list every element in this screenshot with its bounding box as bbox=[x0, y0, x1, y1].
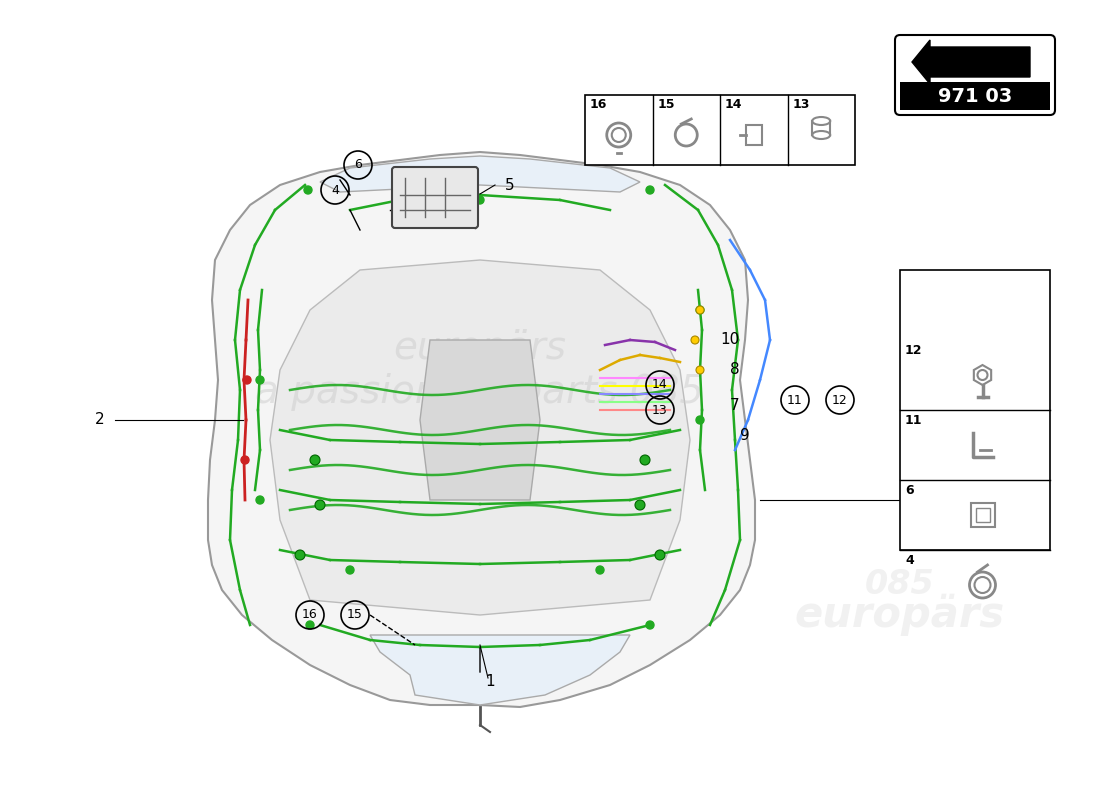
Circle shape bbox=[241, 456, 249, 464]
Circle shape bbox=[243, 376, 251, 384]
Polygon shape bbox=[420, 340, 540, 500]
Circle shape bbox=[596, 566, 604, 574]
Circle shape bbox=[346, 566, 354, 574]
Circle shape bbox=[696, 416, 704, 424]
Circle shape bbox=[691, 336, 698, 344]
Text: 1: 1 bbox=[485, 674, 495, 690]
Text: 7: 7 bbox=[730, 398, 740, 413]
Text: 13: 13 bbox=[652, 403, 668, 417]
Text: europärs
a passion for parts 085: europärs a passion for parts 085 bbox=[255, 329, 705, 411]
Text: 3: 3 bbox=[931, 493, 939, 507]
Circle shape bbox=[696, 306, 704, 314]
Text: 12: 12 bbox=[905, 343, 923, 357]
Text: 15: 15 bbox=[348, 609, 363, 622]
Circle shape bbox=[306, 621, 313, 629]
Circle shape bbox=[635, 500, 645, 510]
Circle shape bbox=[654, 550, 666, 560]
Text: 14: 14 bbox=[725, 98, 742, 111]
Circle shape bbox=[256, 376, 264, 384]
Circle shape bbox=[315, 500, 324, 510]
Text: 9: 9 bbox=[740, 427, 750, 442]
Text: 5: 5 bbox=[505, 178, 515, 193]
Circle shape bbox=[646, 621, 654, 629]
Circle shape bbox=[696, 306, 704, 314]
Bar bbox=[746, 125, 761, 145]
Text: 16: 16 bbox=[590, 98, 607, 111]
Polygon shape bbox=[320, 156, 640, 192]
Text: 8: 8 bbox=[730, 362, 740, 378]
Polygon shape bbox=[208, 152, 755, 707]
Bar bbox=[976, 508, 990, 522]
Text: 6: 6 bbox=[354, 158, 362, 171]
FancyBboxPatch shape bbox=[895, 35, 1055, 115]
Text: 16: 16 bbox=[302, 609, 318, 622]
Text: europärs: europärs bbox=[795, 594, 1005, 636]
Text: 10: 10 bbox=[720, 333, 739, 347]
Text: 13: 13 bbox=[792, 98, 810, 111]
Text: 971 03: 971 03 bbox=[938, 86, 1012, 106]
Bar bbox=[970, 503, 994, 527]
Bar bbox=[585, 95, 855, 165]
Text: 14: 14 bbox=[652, 378, 668, 391]
Text: 4: 4 bbox=[331, 183, 339, 197]
Circle shape bbox=[476, 196, 484, 204]
Circle shape bbox=[310, 455, 320, 465]
Text: 4: 4 bbox=[905, 554, 914, 566]
Circle shape bbox=[696, 366, 704, 374]
Text: 2: 2 bbox=[96, 413, 104, 427]
FancyBboxPatch shape bbox=[392, 167, 478, 228]
Circle shape bbox=[304, 186, 312, 194]
Circle shape bbox=[256, 496, 264, 504]
Circle shape bbox=[640, 455, 650, 465]
Bar bbox=[900, 82, 1050, 110]
Polygon shape bbox=[270, 260, 690, 615]
Text: 15: 15 bbox=[658, 98, 675, 111]
Text: 11: 11 bbox=[788, 394, 803, 406]
Circle shape bbox=[646, 186, 654, 194]
Text: 6: 6 bbox=[905, 483, 914, 497]
Polygon shape bbox=[912, 40, 1030, 84]
Text: 12: 12 bbox=[832, 394, 848, 406]
Polygon shape bbox=[370, 635, 630, 705]
Text: 085: 085 bbox=[865, 569, 935, 602]
Circle shape bbox=[295, 550, 305, 560]
Text: 11: 11 bbox=[905, 414, 923, 426]
Bar bbox=[900, 270, 1050, 550]
